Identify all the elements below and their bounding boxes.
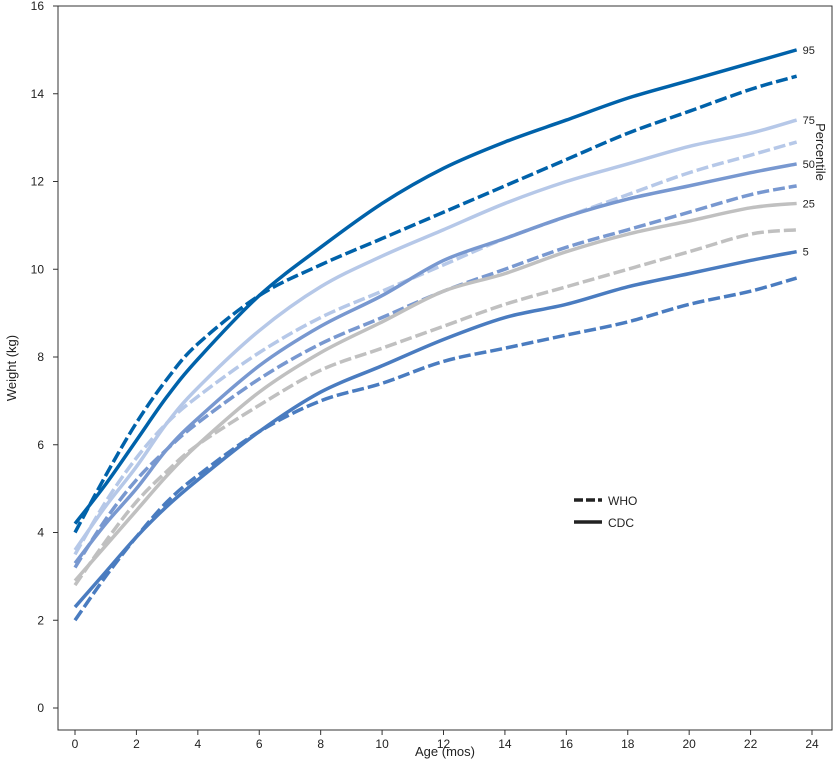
series-line-cdc-p50	[73, 162, 797, 565]
x-tick-label: 2	[133, 737, 140, 751]
series-line-cdc-p25	[73, 201, 797, 582]
x-tick-label: 12	[437, 737, 451, 751]
x-tick-label: 24	[805, 737, 819, 751]
x-tick-label: 20	[682, 737, 696, 751]
legend-who-label: WHO	[608, 494, 637, 508]
percentile-label-75: 75	[803, 115, 815, 127]
percentile-label-25: 25	[803, 198, 815, 210]
percentile-labels: 95 75 50 25 5	[803, 45, 815, 259]
x-tick-label: 6	[256, 737, 263, 751]
y-tick-label: 2	[37, 613, 44, 627]
series-line-who-p50	[73, 184, 797, 569]
x-tick-label: 18	[621, 737, 635, 751]
y-tick-label: 0	[37, 701, 44, 715]
x-axis-label: Age (mos)	[415, 744, 475, 759]
x-tick-label: 22	[744, 737, 758, 751]
percentile-label-50: 50	[803, 159, 815, 171]
series-line-who-p25	[73, 228, 797, 587]
percentile-label-5: 5	[803, 247, 809, 259]
series-line-cdc-p75	[73, 118, 798, 552]
series-line-who-p75	[73, 140, 798, 556]
y-tick-label: 4	[37, 526, 44, 540]
y-axis-label: Weight (kg)	[4, 335, 19, 401]
y-tick-label: 12	[31, 175, 45, 189]
y-tick-label: 10	[31, 262, 45, 276]
series-line-who-p95	[73, 74, 798, 534]
x-tick-label: 16	[560, 737, 574, 751]
y-tick-label: 8	[37, 350, 44, 364]
x-tick-label: 14	[498, 737, 512, 751]
legend: WHO CDC	[574, 494, 637, 530]
series-line-who-p5	[73, 276, 798, 622]
x-tick-label: 4	[194, 737, 201, 751]
percentile-label-95: 95	[803, 45, 815, 57]
legend-cdc-label: CDC	[608, 516, 634, 530]
x-tick-label: 8	[317, 737, 324, 751]
x-tick-label: 0	[72, 737, 79, 751]
y-axis-ticks: 0 2 4 6 8 10 12 14 16	[31, 0, 58, 715]
series-lines	[73, 48, 798, 622]
y-tick-label: 16	[31, 0, 45, 13]
x-axis-ticks: 0 2 4 6 8 10 12 14 16 18 20 22 24	[72, 730, 819, 751]
y-tick-label: 6	[37, 438, 44, 452]
series-line-cdc-p95	[73, 48, 798, 525]
plot-frame	[57, 5, 833, 731]
percentile-title: Percentile	[813, 123, 828, 181]
y-tick-label: 14	[31, 87, 45, 101]
x-tick-label: 10	[375, 737, 389, 751]
